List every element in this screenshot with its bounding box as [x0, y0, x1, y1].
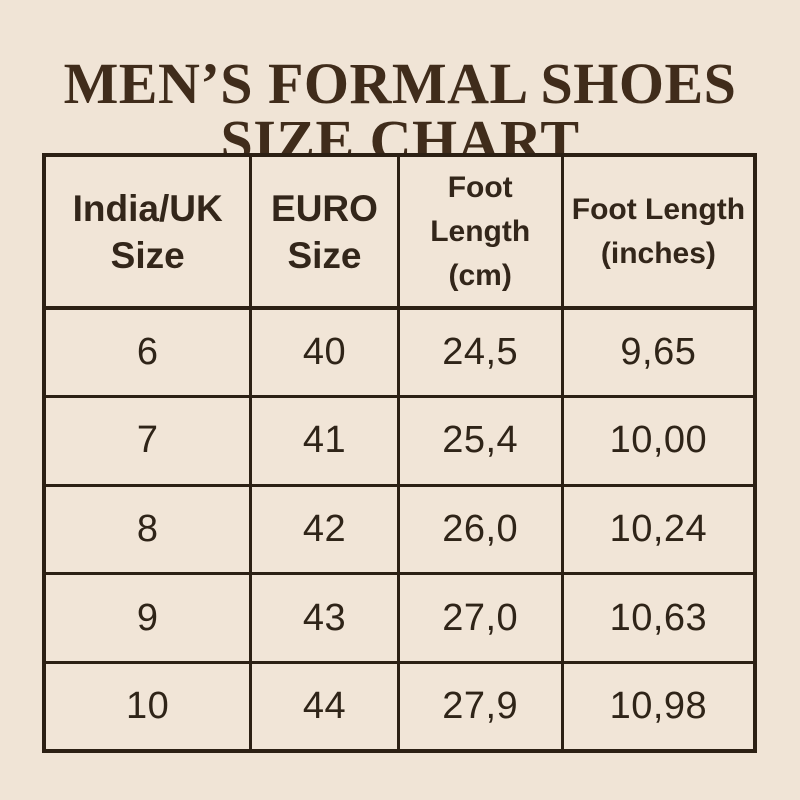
cell-foot-cm: 27,9	[396, 660, 564, 753]
cell-foot-cm: 25,4	[396, 395, 564, 487]
cell-euro: 42	[249, 483, 400, 576]
header-india-uk-size: India/UK Size	[42, 153, 253, 310]
cell-euro: 40	[249, 306, 400, 399]
header-foot-length-cm: Foot Length (cm)	[396, 153, 564, 310]
size-chart-table: India/UK Size EURO Size Foot Length (cm)…	[42, 153, 757, 753]
cell-foot-cm: 24,5	[396, 306, 564, 399]
cell-india-uk: 6	[42, 306, 253, 399]
table-row: 8 42 26,0 10,24	[42, 483, 757, 576]
cell-foot-inches: 9,65	[560, 306, 757, 399]
cell-foot-inches: 10,98	[560, 660, 757, 753]
page-title-line1: MEN’S FORMAL SHOES	[63, 50, 737, 116]
cell-foot-inches: 10,24	[560, 483, 757, 576]
header-row: India/UK Size EURO Size Foot Length (cm)…	[42, 153, 757, 310]
table-row: 7 41 25,4 10,00	[42, 395, 757, 487]
cell-foot-cm: 27,0	[396, 572, 564, 664]
table-row: 9 43 27,0 10,63	[42, 572, 757, 664]
cell-india-uk: 9	[42, 572, 253, 664]
cell-euro: 43	[249, 572, 400, 664]
cell-foot-cm: 26,0	[396, 483, 564, 576]
cell-india-uk: 8	[42, 483, 253, 576]
header-euro-size: EURO Size	[249, 153, 400, 310]
cell-foot-inches: 10,63	[560, 572, 757, 664]
table-row: 6 40 24,5 9,65	[42, 306, 757, 399]
cell-india-uk: 7	[42, 395, 253, 487]
cell-euro: 44	[249, 660, 400, 753]
cell-india-uk: 10	[42, 660, 253, 753]
cell-foot-inches: 10,00	[560, 395, 757, 487]
header-foot-length-inches: Foot Length (inches)	[560, 153, 757, 310]
page-title: MEN’S FORMAL SHOES SIZE CHART	[0, 50, 800, 169]
cell-euro: 41	[249, 395, 400, 487]
table-row: 10 44 27,9 10,98	[42, 660, 757, 753]
